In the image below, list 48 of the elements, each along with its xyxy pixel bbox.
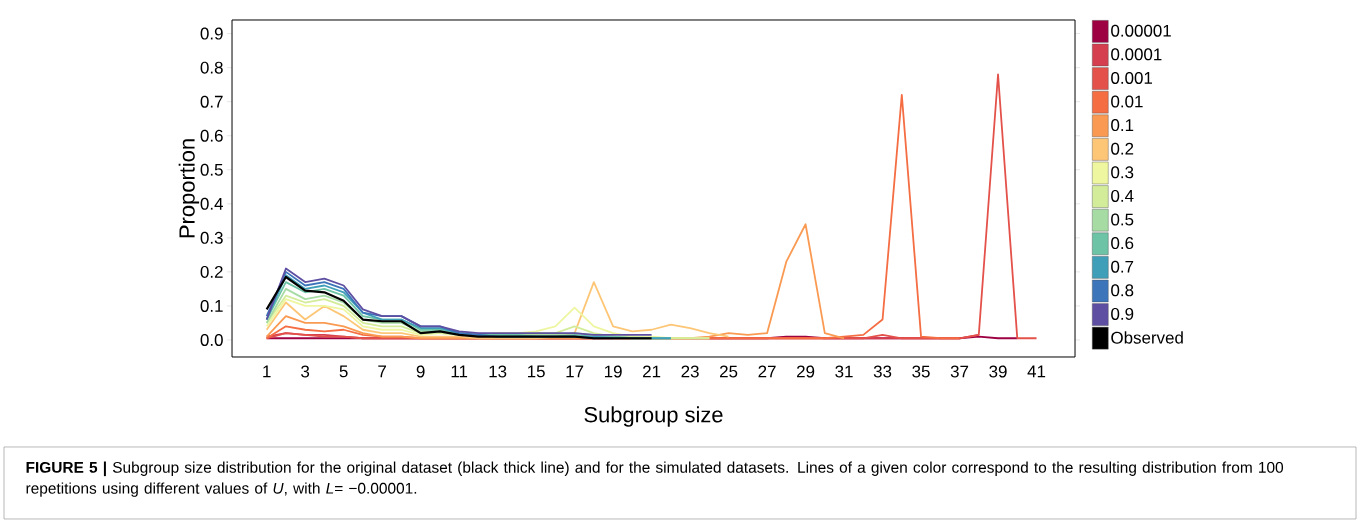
x-axis-title: Subgroup size (584, 406, 723, 427)
x-tick-label: 15 (527, 365, 545, 378)
x-tick-label: 31 (835, 365, 853, 378)
x-tick-label: 7 (378, 365, 386, 378)
legend-label: 0.2 (1111, 142, 1134, 155)
x-tick-label: 35 (912, 365, 930, 378)
x-tick-label: 39 (989, 365, 1007, 378)
x-tick-label: 33 (873, 365, 892, 378)
x-tick-label: 17 (566, 365, 584, 378)
y-tick-label: 0.2 (200, 265, 223, 278)
y-tick-label: 0.9 (200, 27, 223, 40)
x-tick-label: 3 (301, 365, 310, 378)
legend-label: 0.6 (1111, 237, 1134, 250)
x-tick-label: 37 (950, 365, 969, 378)
legend-label: 0.0001 (1111, 48, 1162, 61)
x-tick-label: 5 (339, 365, 348, 378)
x-tick-label: 19 (604, 365, 622, 378)
legend-label: Observed (1111, 331, 1183, 344)
legend-label: 0.001 (1111, 71, 1153, 84)
x-tick-label: 41 (1027, 365, 1046, 378)
legend-label: 0.1 (1111, 119, 1134, 132)
legend-label: 0.8 (1111, 284, 1134, 297)
y-tick-label: 0.4 (200, 197, 223, 210)
x-tick-label: 13 (489, 365, 507, 378)
x-tick-label: 21 (643, 365, 661, 378)
legend-label: 0.9 (1111, 307, 1134, 320)
x-tick-label: 23 (681, 365, 699, 378)
legend-label: 0.01 (1111, 95, 1143, 108)
y-tick-label: 0.1 (200, 299, 223, 312)
x-tick-label: 11 (451, 365, 468, 378)
x-tick-label: 25 (720, 365, 738, 378)
y-axis-title: Proportion (178, 139, 200, 238)
y-tick-label: 0.3 (200, 231, 223, 244)
y-tick-label: 0.6 (200, 129, 223, 142)
legend-label: 0.3 (1111, 166, 1134, 179)
y-tick-label: 0.0 (200, 333, 223, 346)
y-tick-label: 0.5 (200, 163, 223, 176)
legend-label: 0.4 (1111, 189, 1134, 202)
x-tick-label: 1 (263, 365, 271, 378)
y-tick-label: 0.8 (200, 61, 223, 74)
x-tick-label: 27 (758, 365, 776, 378)
x-tick-label: 9 (416, 365, 425, 378)
y-tick-label: 0.7 (200, 95, 223, 108)
text: FIGURE 5 | Subgroup size distribution for the original dataset (black thick line) and for the simulated datasets. Lines of a given color correspond to the resulting distribution from 100 repetitions using different values of U, with L= −0.00001. (26, 461, 1284, 497)
legend-label: 0.00001 (1111, 24, 1171, 37)
legend-label: 0.7 (1111, 260, 1134, 273)
legend-label: 0.5 (1111, 213, 1134, 226)
x-tick-label: 29 (797, 365, 815, 378)
